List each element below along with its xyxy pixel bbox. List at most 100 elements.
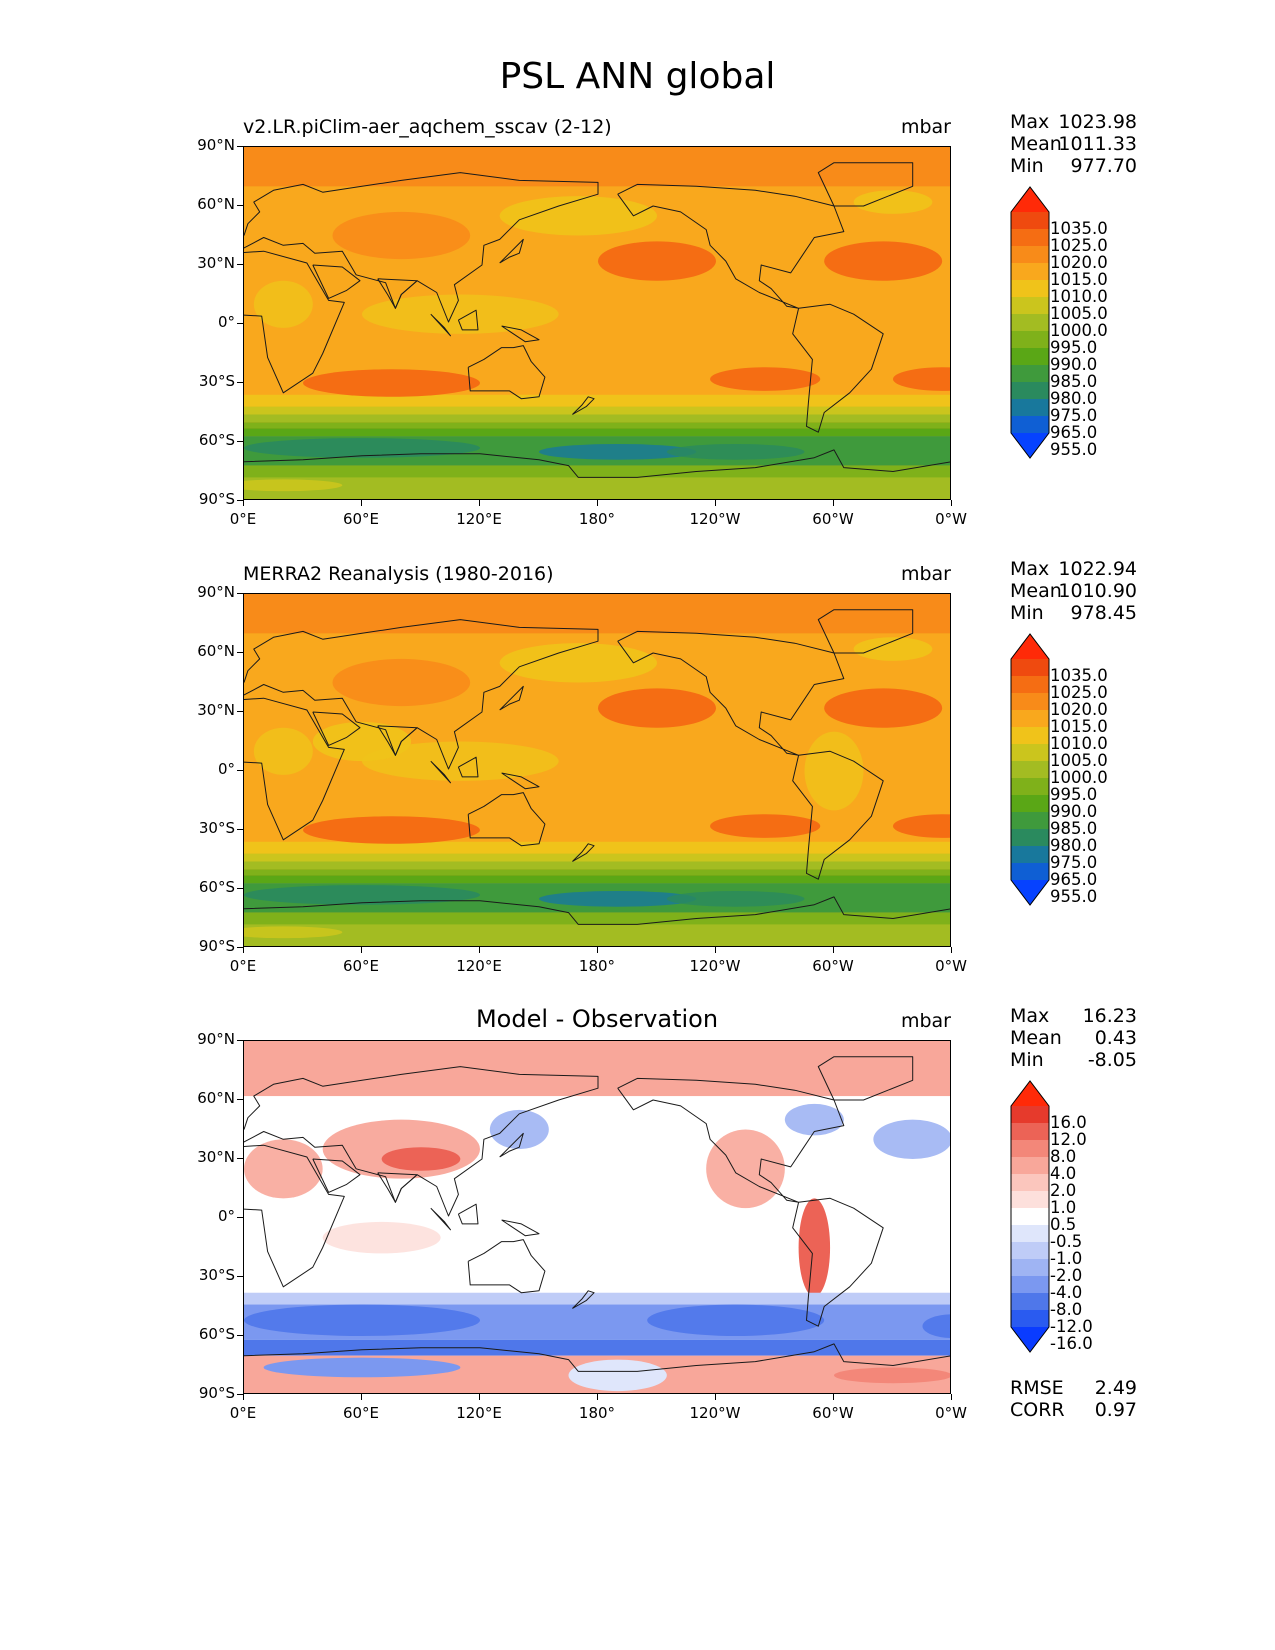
units-label: mbar xyxy=(900,1010,951,1032)
stat-value: 1010.90 xyxy=(1058,580,1137,602)
stat-label: Max xyxy=(1010,1005,1050,1027)
colorbar-tick-label: 1005.0 xyxy=(1050,751,1108,770)
stat-value: -8.05 xyxy=(1087,1049,1137,1071)
colorbar-tick-label: 985.0 xyxy=(1050,372,1098,391)
stat-label: Mean xyxy=(1010,1027,1062,1049)
x-tick-mark xyxy=(596,1394,598,1400)
x-tick-mark xyxy=(596,500,598,506)
x-tick-mark xyxy=(360,500,362,506)
x-tick-mark xyxy=(478,947,480,953)
x-tick-mark xyxy=(714,947,716,953)
stat-label: Mean xyxy=(1010,580,1062,602)
coastlines xyxy=(244,1056,950,1372)
stat-value: 1022.94 xyxy=(1058,558,1137,580)
panel-title: v2.LR.piClim-aer_aqchem_sscav (2-12) xyxy=(243,116,612,138)
colorbar-tick-label: 1.0 xyxy=(1050,1198,1077,1217)
colorbar-tick-label: 1020.0 xyxy=(1050,700,1108,719)
y-tick-label: 90°N xyxy=(197,583,235,601)
x-tick-mark xyxy=(950,1394,952,1400)
y-tick-mark xyxy=(237,145,243,147)
y-tick-mark xyxy=(237,499,243,501)
colorbar-tick-label: 4.0 xyxy=(1050,1164,1077,1183)
colorbar-tick-label: 965.0 xyxy=(1050,423,1098,442)
x-tick-label: 0°E xyxy=(229,957,257,975)
x-tick-label: 60°E xyxy=(342,1404,380,1422)
colorbar-tick-label: 12.0 xyxy=(1050,1130,1087,1149)
colorbar-tick-label: 955.0 xyxy=(1050,440,1098,459)
y-tick-label: 90°N xyxy=(197,1030,235,1048)
colorbar-tick-label: 2.0 xyxy=(1050,1181,1077,1200)
colorbar xyxy=(1010,1080,1050,1353)
colorbar-tick-label: -2.0 xyxy=(1050,1266,1083,1285)
colorbar-tick-label: 975.0 xyxy=(1050,406,1098,425)
x-tick-mark xyxy=(832,1394,834,1400)
stat-row: Min 978.45 xyxy=(1010,602,1137,624)
stat-row: CORR 0.97 xyxy=(1010,1399,1137,1421)
y-tick-label: 30°S xyxy=(198,819,235,837)
colorbar-tick-label: -8.0 xyxy=(1050,1300,1083,1319)
stat-label: Min xyxy=(1010,155,1044,177)
stat-label: Mean xyxy=(1010,133,1062,155)
units-label: mbar xyxy=(900,563,951,585)
colorbar-tick-label: 955.0 xyxy=(1050,887,1098,906)
units-label: mbar xyxy=(900,116,951,138)
y-tick-mark xyxy=(237,440,243,442)
stat-value: 1011.33 xyxy=(1058,133,1137,155)
y-tick-mark xyxy=(237,381,243,383)
x-tick-mark xyxy=(714,1394,716,1400)
stat-row: Mean 0.43 xyxy=(1010,1027,1137,1049)
stats-block: Max 16.23 Mean 0.43 Min -8.05 xyxy=(1010,1005,1137,1071)
colorbar xyxy=(1010,633,1050,906)
stat-label: Min xyxy=(1010,1049,1044,1071)
colorbar-tick-label: 1025.0 xyxy=(1050,683,1108,702)
y-tick-label: 60°S xyxy=(198,1325,235,1343)
stats-block: Max 1023.98 Mean 1011.33 Min 977.70 xyxy=(1010,111,1137,177)
coastlines xyxy=(244,162,950,478)
stats-block: Max 1022.94 Mean 1010.90 Min 978.45 xyxy=(1010,558,1137,624)
stat-row: RMSE 2.49 xyxy=(1010,1377,1137,1399)
y-tick-mark xyxy=(237,946,243,948)
x-tick-label: 0°E xyxy=(229,1404,257,1422)
y-tick-mark xyxy=(237,263,243,265)
stat-label: Max xyxy=(1010,111,1050,133)
map-plot xyxy=(243,593,951,947)
colorbar-tick-label: 1020.0 xyxy=(1050,253,1108,272)
y-tick-label: 30°N xyxy=(197,1148,235,1166)
x-tick-mark xyxy=(242,500,244,506)
y-tick-mark xyxy=(237,204,243,206)
y-tick-label: 30°S xyxy=(198,1266,235,1284)
stat-value: 0.43 xyxy=(1094,1027,1137,1049)
y-tick-label: 90°S xyxy=(198,490,235,508)
x-tick-mark xyxy=(714,500,716,506)
y-tick-label: 60°N xyxy=(197,642,235,660)
panel-title: Model - Observation xyxy=(475,1005,719,1033)
x-tick-label: 120°E xyxy=(456,1404,502,1422)
y-tick-mark xyxy=(237,769,243,771)
y-tick-label: 60°S xyxy=(198,878,235,896)
colorbar-tick-label: 1035.0 xyxy=(1050,219,1108,238)
map-plot xyxy=(243,1040,951,1394)
x-tick-label: 60°E xyxy=(342,957,380,975)
x-tick-label: 60°W xyxy=(812,1404,854,1422)
colorbar-tick-label: 1010.0 xyxy=(1050,734,1108,753)
figure-title: PSL ANN global xyxy=(499,56,776,97)
stat-label: CORR xyxy=(1010,1399,1065,1421)
colorbar-tick-label: 1015.0 xyxy=(1050,717,1108,736)
colorbar-tick-label: 985.0 xyxy=(1050,819,1098,838)
colorbar-tick-label: -4.0 xyxy=(1050,1283,1083,1302)
y-tick-mark xyxy=(237,1334,243,1336)
stat-value: 978.45 xyxy=(1070,602,1137,624)
y-tick-mark xyxy=(237,592,243,594)
footer-stats: RMSE 2.49 CORR 0.97 xyxy=(1010,1377,1137,1421)
x-tick-label: 0°W xyxy=(935,1404,967,1422)
y-tick-mark xyxy=(237,1216,243,1218)
colorbar-tick-label: -1.0 xyxy=(1050,1249,1083,1268)
stat-value: 977.70 xyxy=(1070,155,1137,177)
x-tick-label: 0°W xyxy=(935,957,967,975)
x-tick-label: 0°W xyxy=(935,510,967,528)
colorbar-tick-label: 8.0 xyxy=(1050,1147,1077,1166)
y-tick-label: 90°S xyxy=(198,937,235,955)
y-tick-label: 0° xyxy=(217,760,235,778)
y-tick-label: 30°N xyxy=(197,701,235,719)
colorbar-tick-label: 1035.0 xyxy=(1050,666,1108,685)
